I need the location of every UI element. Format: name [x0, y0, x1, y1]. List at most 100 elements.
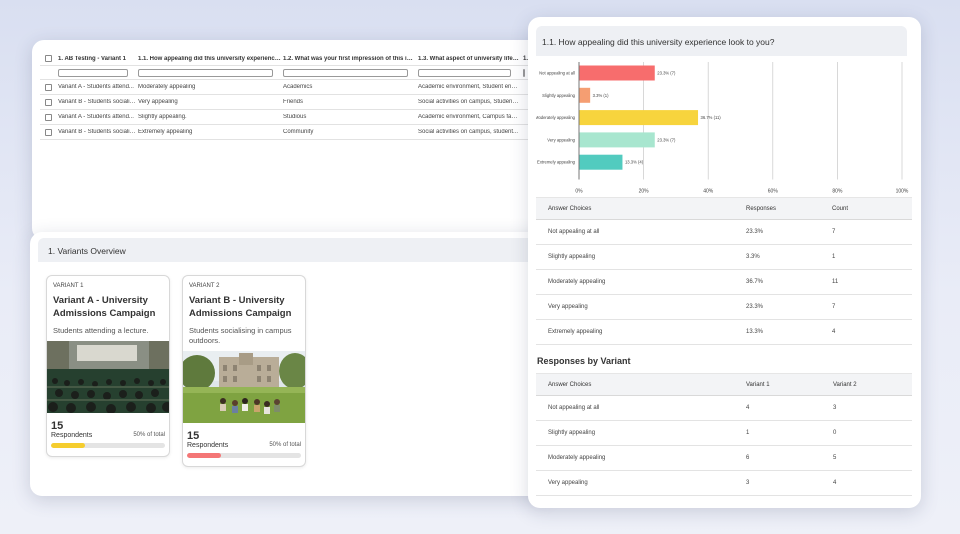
table-cell: Slightly appealing. — [138, 114, 187, 120]
x-tick-label: 100% — [896, 189, 909, 195]
column-header: Answer Choices — [548, 205, 592, 212]
column-header: Count — [832, 205, 849, 212]
table-row: Very appealing 3 4 — [536, 471, 912, 496]
data-label: 13.3% (4) — [625, 160, 644, 165]
table-cell: Moderately appealing — [548, 455, 606, 461]
table-row[interactable]: Variant A - Students attend... Slightly a… — [40, 110, 552, 125]
table-cell: Very appealing — [548, 304, 588, 310]
table-cell: Friends — [283, 99, 304, 105]
table-cell: Moderately appealing — [138, 84, 196, 90]
spreadsheet-column-header[interactable]: 1.1. How appealing did this university e… — [138, 55, 281, 62]
table-cell: 23.3% — [746, 229, 764, 235]
y-category-label: Moderately appealing — [536, 115, 576, 120]
table-row: Extremely appealing 13.3% 4 — [536, 320, 912, 345]
percent-of-total: 50% of total — [269, 442, 301, 448]
table-row[interactable]: Variant B - Students socialise... Extreme… — [40, 125, 552, 140]
answer-choices-table: Answer Choices Responses Count Not appea… — [536, 197, 912, 345]
table-row[interactable]: Variant A - Students attend... Moderately… — [40, 80, 552, 95]
y-category-label: Very appealing — [547, 137, 575, 142]
column-filter-input[interactable] — [523, 68, 525, 77]
table-cell: Variant A - Students attend... — [58, 84, 134, 90]
table-cell: Variant B - Students socialise... — [58, 99, 136, 105]
variants-overview-title: 1. Variants Overview — [48, 246, 126, 256]
bar[interactable] — [579, 110, 699, 126]
table-cell: Social activities on campus, Student div… — [418, 99, 519, 105]
row-checkbox[interactable] — [44, 83, 52, 91]
column-header: Responses — [746, 205, 777, 212]
responses-by-variant-title: Responses by Variant — [537, 356, 631, 366]
respondents-progress-bar — [187, 453, 301, 458]
data-label: 36.7% (11) — [701, 115, 722, 120]
responses-spreadsheet: 1. AB Testing - Variant 1 1.1. How appeal… — [32, 40, 552, 240]
row-checkbox[interactable] — [44, 98, 52, 106]
variant-card-1[interactable]: VARIANT 1 Variant A - University Admissi… — [46, 275, 170, 457]
table-cell: 13.3% — [746, 329, 764, 335]
select-all-checkbox[interactable] — [44, 55, 52, 62]
spreadsheet-column-header[interactable]: 1. AB Testing - Variant 1 — [58, 55, 127, 62]
table-cell: Variant A - Students attend... — [58, 114, 134, 120]
variants-overview-panel: 1. Variants Overview VARIANT 1 Variant A… — [30, 232, 550, 496]
appeal-bar-chart: 0% 20% 40% 60% 80% 100% Not appealing at all 23… — [536, 62, 909, 195]
bar[interactable] — [579, 132, 655, 148]
y-category-label: Not appealing at all — [539, 71, 575, 76]
question-header: 1.1. How appealing did this university e… — [536, 26, 907, 56]
table-cell: Academics — [283, 84, 313, 90]
table-cell: Academic environment, Student engag... — [418, 84, 519, 90]
variants-overview-header: 1. Variants Overview — [38, 238, 543, 262]
table-cell: Very appealing — [138, 99, 178, 105]
progress-fill — [187, 453, 222, 458]
table-cell: 1 — [832, 254, 836, 260]
respondents-progress-bar — [51, 443, 165, 448]
spreadsheet-grid: 1. AB Testing - Variant 1 1.1. How appeal… — [40, 52, 552, 140]
table-cell: 4 — [746, 405, 750, 411]
variant-tag: VARIANT 1 — [53, 283, 84, 289]
table-cell: Extremely appealing — [548, 329, 603, 335]
data-label: 23.3% (7) — [657, 137, 676, 142]
table-row: Not appealing at all 4 3 — [536, 396, 912, 421]
respondents-row: Respondents 50% of total — [183, 442, 305, 449]
spreadsheet-column-header[interactable]: 1.2. What was your first impression of t… — [283, 55, 416, 62]
table-cell: Slightly appealing — [548, 254, 596, 260]
campus-lawn-image — [183, 351, 305, 423]
bar[interactable] — [579, 154, 623, 170]
bar[interactable] — [579, 87, 591, 103]
row-checkbox[interactable] — [44, 128, 52, 136]
spreadsheet-column-header[interactable]: 1.3. What aspect of university life d... — [418, 55, 519, 62]
x-tick-label: 40% — [703, 189, 714, 195]
table-cell: 7 — [832, 229, 836, 235]
column-filter-input[interactable] — [283, 68, 408, 77]
table-cell: 1 — [746, 430, 750, 436]
progress-fill — [51, 443, 86, 448]
table-cell: Variant B - Students socialise... — [58, 129, 136, 135]
table-row: Slightly appealing 1 0 — [536, 421, 912, 446]
table-row[interactable]: Variant B - Students socialise... Very ap… — [40, 95, 552, 110]
table-cell: 7 — [832, 304, 836, 310]
bar[interactable] — [579, 65, 655, 81]
table-cell: Community — [283, 129, 314, 135]
variant-tag: VARIANT 2 — [189, 283, 220, 289]
table-cell: 3 — [746, 480, 750, 486]
table-cell: 4 — [833, 480, 837, 486]
data-label: 23.3% (7) — [657, 71, 676, 76]
row-checkbox[interactable] — [44, 113, 52, 121]
column-filter-input[interactable] — [138, 68, 273, 77]
table-cell: Studious — [283, 114, 307, 120]
column-filter-input[interactable] — [418, 68, 511, 77]
filter-row — [40, 66, 552, 80]
table-cell: 4 — [832, 329, 836, 335]
column-filter-input[interactable] — [58, 68, 128, 77]
table-cell: 5 — [833, 455, 837, 461]
spreadsheet-column-header[interactable]: 1. — [523, 55, 529, 62]
y-category-label: Slightly appealing — [542, 93, 575, 98]
responses-by-variant-table: Answer Choices Variant 1 Variant 2 Not a… — [536, 373, 912, 496]
variant-title: Variant B - University Admissions Campai… — [189, 295, 292, 319]
percent-of-total: 50% of total — [133, 432, 165, 438]
table-cell: 0 — [833, 430, 837, 436]
table-row: Moderately appealing 36.7% 11 — [536, 270, 912, 295]
table-row: Moderately appealing 6 5 — [536, 446, 912, 471]
table-cell: 3.3% — [746, 254, 760, 260]
respondents-label: Respondents — [51, 432, 93, 439]
lecture-hall-image — [47, 341, 169, 413]
spreadsheet-header-row: 1. AB Testing - Variant 1 1.1. How appeal… — [40, 52, 552, 66]
variant-card-2[interactable]: VARIANT 2 Variant B - University Admissi… — [182, 275, 306, 467]
